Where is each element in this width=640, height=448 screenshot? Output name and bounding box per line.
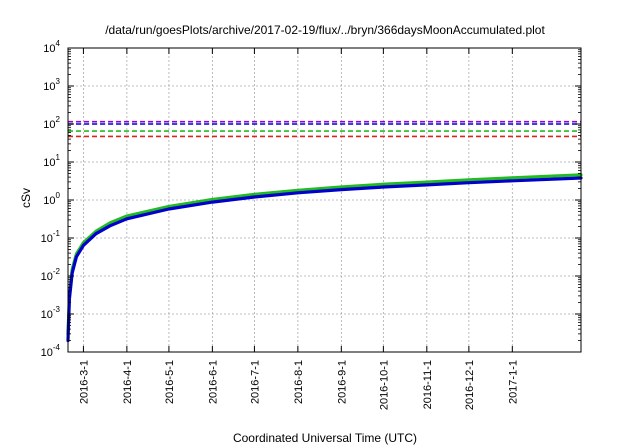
x-tick-label: 2016-3-1 — [78, 360, 90, 404]
y-tick-label: 103 — [43, 77, 60, 93]
x-tick-label: 2017-1-1 — [507, 360, 519, 404]
y-tick-label: 102 — [43, 115, 60, 131]
x-tick-label: 2016-9-1 — [336, 360, 348, 404]
x-tick-label: 2016-10-1 — [378, 360, 390, 410]
x-tick-label: 2016-12-1 — [464, 360, 476, 410]
y-tick-label: 104 — [43, 39, 60, 55]
plot-frame — [67, 47, 582, 353]
x-tick-label: 2016-4-1 — [122, 360, 134, 404]
y-tick-label: 10-2 — [41, 267, 61, 283]
y-tick-label: 100 — [43, 191, 60, 207]
x-axis-label: Coordinated Universal Time (UTC) — [233, 431, 417, 445]
y-tick-label: 101 — [43, 153, 60, 169]
x-tick-label: 2016-6-1 — [207, 360, 219, 404]
x-tick-label: 2016-5-1 — [164, 360, 176, 404]
y-tick-label: 10-4 — [41, 343, 61, 359]
series-line-2 — [66, 176, 583, 343]
x-tick-label: 2016-7-1 — [249, 360, 261, 404]
axis-layer: 10-4 10-3 10-2 10-1 100 101 102 103 104 2016-3-1 2… — [41, 39, 582, 410]
y-axis-label: cSv — [19, 188, 33, 208]
y-tick-label: 10-3 — [41, 305, 61, 321]
x-tick-label: 2016-11-1 — [422, 360, 434, 409]
series-layer — [66, 173, 583, 343]
y-tick-label: 10-1 — [41, 229, 61, 245]
series-line-1 — [66, 173, 583, 336]
grid-layer — [68, 48, 581, 352]
x-tick-label: 2016-8-1 — [293, 360, 305, 404]
chart-title: /data/run/goesPlots/archive/2017-02-19/f… — [105, 23, 545, 37]
threshold-layer — [68, 120, 581, 138]
